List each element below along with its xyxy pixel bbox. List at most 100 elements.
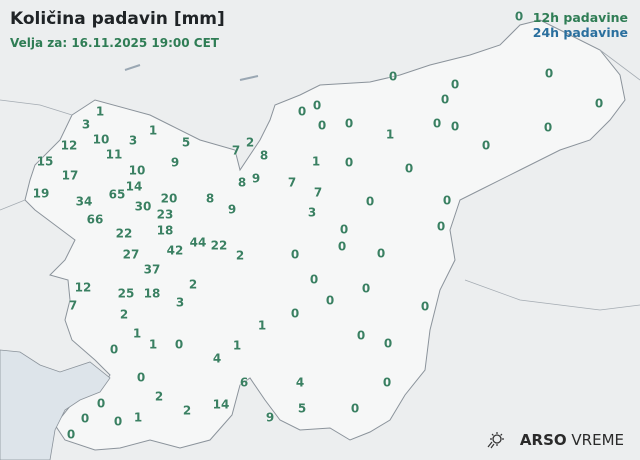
station-value: 0 <box>339 222 349 237</box>
station-value: 65 <box>108 187 126 202</box>
station-value: 12 <box>74 280 92 295</box>
station-value: 0 <box>376 246 386 261</box>
legend-12h: 12h padavine <box>532 10 628 25</box>
station-value: 1 <box>132 326 142 341</box>
station-value: 0 <box>383 336 393 351</box>
station-value: 0 <box>440 92 450 107</box>
station-value: 0 <box>109 342 119 357</box>
station-value: 0 <box>174 337 184 352</box>
station-value: 10 <box>92 132 110 147</box>
station-value: 4 <box>212 351 222 366</box>
station-value: 0 <box>365 194 375 209</box>
station-value: 5 <box>297 401 307 416</box>
station-value: 0 <box>297 104 307 119</box>
station-value: 0 <box>325 293 335 308</box>
station-value: 0 <box>382 375 392 390</box>
station-value: 22 <box>115 226 133 241</box>
station-value: 0 <box>350 401 360 416</box>
station-value: 0 <box>594 96 604 111</box>
station-value: 42 <box>166 243 184 258</box>
station-value: 12 <box>60 138 78 153</box>
station-value: 9 <box>251 171 261 186</box>
station-value: 1 <box>385 127 395 142</box>
station-value: 17 <box>61 168 79 183</box>
logo-brand: ARSO <box>519 431 567 449</box>
station-value: 1 <box>311 154 321 169</box>
station-value: 9 <box>227 202 237 217</box>
station-value: 66 <box>86 212 104 227</box>
station-value: 0 <box>481 138 491 153</box>
map-title: Količina padavin [mm] <box>10 9 225 29</box>
station-value: 0 <box>514 9 524 24</box>
station-value: 0 <box>290 247 300 262</box>
station-value: 0 <box>136 370 146 385</box>
station-value: 22 <box>210 238 228 253</box>
station-value: 0 <box>317 118 327 133</box>
station-value: 7 <box>68 298 78 313</box>
station-value: 30 <box>134 199 152 214</box>
sea <box>0 349 111 460</box>
station-value: 1 <box>133 410 143 425</box>
station-value: 0 <box>312 98 322 113</box>
station-value: 0 <box>344 155 354 170</box>
station-value: 1 <box>232 338 242 353</box>
station-value: 0 <box>80 411 90 426</box>
station-value: 0 <box>436 219 446 234</box>
station-value: 7 <box>287 175 297 190</box>
station-value: 15 <box>36 154 54 169</box>
station-value: 9 <box>170 155 180 170</box>
station-value: 0 <box>404 161 414 176</box>
sun-rain-icon <box>487 432 504 449</box>
station-value: 2 <box>182 403 192 418</box>
legend-24h: 24h padavine <box>532 25 628 40</box>
station-value: 3 <box>307 205 317 220</box>
station-value: 44 <box>189 235 207 250</box>
lake <box>124 64 259 81</box>
station-value: 9 <box>265 410 275 425</box>
station-value: 4 <box>295 375 305 390</box>
station-value: 20 <box>160 191 178 206</box>
station-value: 0 <box>66 427 76 442</box>
station-value: 0 <box>96 396 106 411</box>
station-value: 0 <box>432 116 442 131</box>
station-value: 2 <box>154 389 164 404</box>
valid-time: Velja za: 16.11.2025 19:00 CET <box>10 36 219 50</box>
station-value: 0 <box>356 328 366 343</box>
station-value: 18 <box>143 286 161 301</box>
station-value: 2 <box>245 135 255 150</box>
station-value: 0 <box>420 299 430 314</box>
station-value: 11 <box>105 147 123 162</box>
station-value: 0 <box>344 116 354 131</box>
station-value: 23 <box>156 207 174 222</box>
station-value: 0 <box>442 193 452 208</box>
slovenia-area <box>24 19 626 451</box>
station-value: 8 <box>237 175 247 190</box>
station-value: 25 <box>117 286 135 301</box>
station-value: 27 <box>122 247 140 262</box>
station-value: 7 <box>231 143 241 158</box>
station-value: 1 <box>148 337 158 352</box>
station-value: 0 <box>450 119 460 134</box>
station-value: 3 <box>128 133 138 148</box>
station-value: 14 <box>125 179 143 194</box>
station-value: 0 <box>290 306 300 321</box>
neighbour-border <box>0 49 640 311</box>
station-value: 0 <box>450 77 460 92</box>
station-value: 19 <box>32 186 50 201</box>
station-value: 1 <box>95 104 105 119</box>
station-value: 14 <box>212 397 230 412</box>
station-value: 3 <box>81 117 91 132</box>
station-value: 0 <box>388 69 398 84</box>
station-value: 8 <box>205 191 215 206</box>
arso-logo: ARSO VREME <box>486 431 624 449</box>
legend: 12h padavine 24h padavine <box>533 10 628 40</box>
station-value: 2 <box>119 307 129 322</box>
station-value: 8 <box>259 148 269 163</box>
station-value: 3 <box>175 295 185 310</box>
station-value: 18 <box>156 223 174 238</box>
station-value: 0 <box>544 66 554 81</box>
station-value: 2 <box>188 277 198 292</box>
station-value: 5 <box>181 135 191 150</box>
station-value: 0 <box>543 120 553 135</box>
